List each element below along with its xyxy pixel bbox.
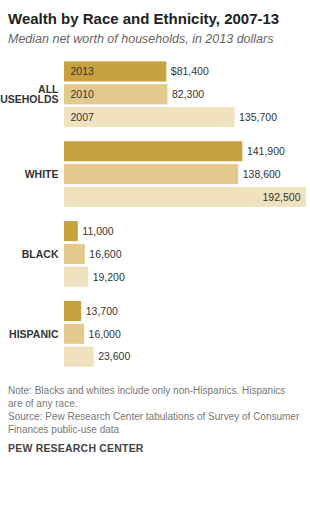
svg-text:192,500: 192,500 [263, 191, 301, 203]
svg-text:$81,400: $81,400 [171, 65, 209, 77]
svg-text:11,000: 11,000 [82, 225, 113, 237]
html-text:Median net worth of households: Median net worth of households, in 2013 … [8, 32, 274, 46]
svg-text:HISPANIC: HISPANIC [9, 328, 59, 340]
svg-text:23,600: 23,600 [98, 350, 130, 362]
svg-text:BLACK: BLACK [22, 248, 59, 260]
html-text:PEW RESEARCH CENTER: PEW RESEARCH CENTER [8, 442, 144, 454]
html-text:Source: Pew Research Center ta: Source: Pew Research Center tabulations … [8, 411, 300, 435]
svg-text:ALLHOUSEHOLDS: ALLHOUSEHOLDS [0, 83, 59, 106]
svg-text:138,600: 138,600 [243, 168, 281, 180]
svg-text:135,700: 135,700 [239, 111, 277, 123]
svg-text:16,600: 16,600 [89, 248, 121, 260]
html-text:Wealth by Race and Ethnicity,: Wealth by Race and Ethnicity, 2007-13 [8, 10, 280, 27]
svg-text:WHITE: WHITE [25, 168, 59, 180]
svg-text:2007: 2007 [71, 111, 95, 123]
svg-text:2010: 2010 [71, 88, 95, 100]
svg-text:82,300: 82,300 [172, 88, 204, 100]
svg-text:13,700: 13,700 [86, 305, 118, 317]
html-text:Note: Blacks and whites includ: Note: Blacks and whites include only non… [8, 385, 286, 409]
svg-text:19,200: 19,200 [93, 271, 125, 283]
svg-text:2013: 2013 [71, 65, 95, 77]
svg-text:16,000: 16,000 [89, 328, 121, 340]
svg-text:141,900: 141,900 [247, 145, 285, 157]
